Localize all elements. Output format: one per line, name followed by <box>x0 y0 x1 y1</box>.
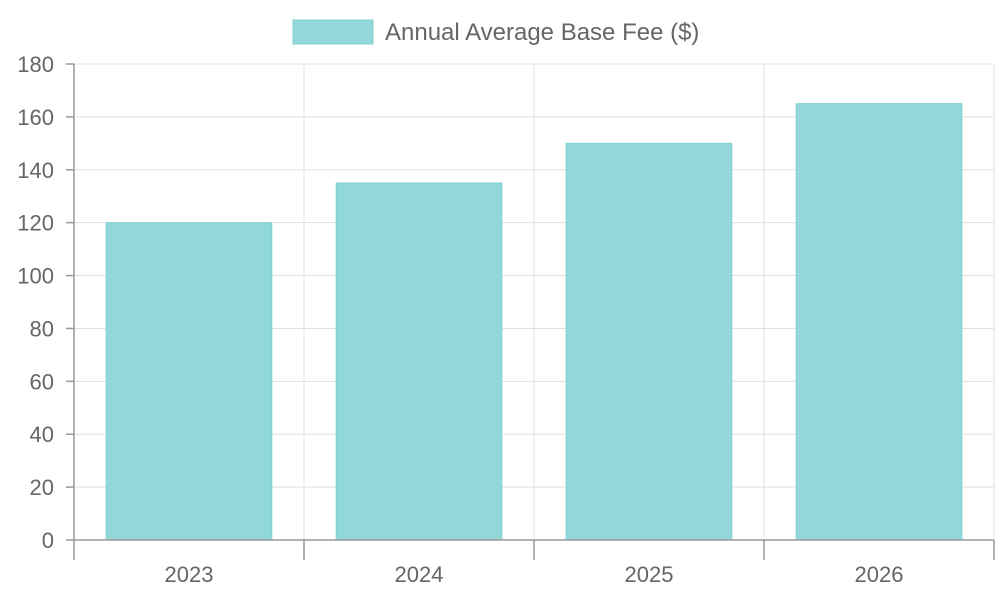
chart-bars <box>105 103 963 541</box>
x-tick-label: 2024 <box>395 562 444 587</box>
y-tick-label: 60 <box>30 369 54 394</box>
bar-2025[interactable] <box>565 142 733 541</box>
chart-legend[interactable]: Annual Average Base Fee ($) <box>292 19 699 46</box>
bar-2026[interactable] <box>795 103 963 541</box>
x-tick-label: 2023 <box>165 562 214 587</box>
bar-2023[interactable] <box>105 222 273 541</box>
x-axis-ticks: 2023 2024 2025 2026 <box>73 540 995 587</box>
y-axis-ticks: 0 20 40 60 80 100 120 140 160 180 <box>17 52 74 553</box>
y-tick-label: 100 <box>17 264 54 289</box>
bar-2024[interactable] <box>335 182 503 541</box>
x-tick-label: 2026 <box>855 562 904 587</box>
y-tick-label: 180 <box>17 52 54 77</box>
y-tick-label: 160 <box>17 105 54 130</box>
y-tick-label: 120 <box>17 211 54 236</box>
y-tick-label: 20 <box>30 475 54 500</box>
y-tick-label: 0 <box>42 528 54 553</box>
legend-label: Annual Average Base Fee ($) <box>385 19 699 46</box>
y-tick-label: 140 <box>17 158 54 183</box>
y-tick-label: 80 <box>30 316 54 341</box>
x-tick-label: 2025 <box>625 562 674 587</box>
legend-swatch <box>292 19 374 45</box>
y-tick-label: 40 <box>30 422 54 447</box>
